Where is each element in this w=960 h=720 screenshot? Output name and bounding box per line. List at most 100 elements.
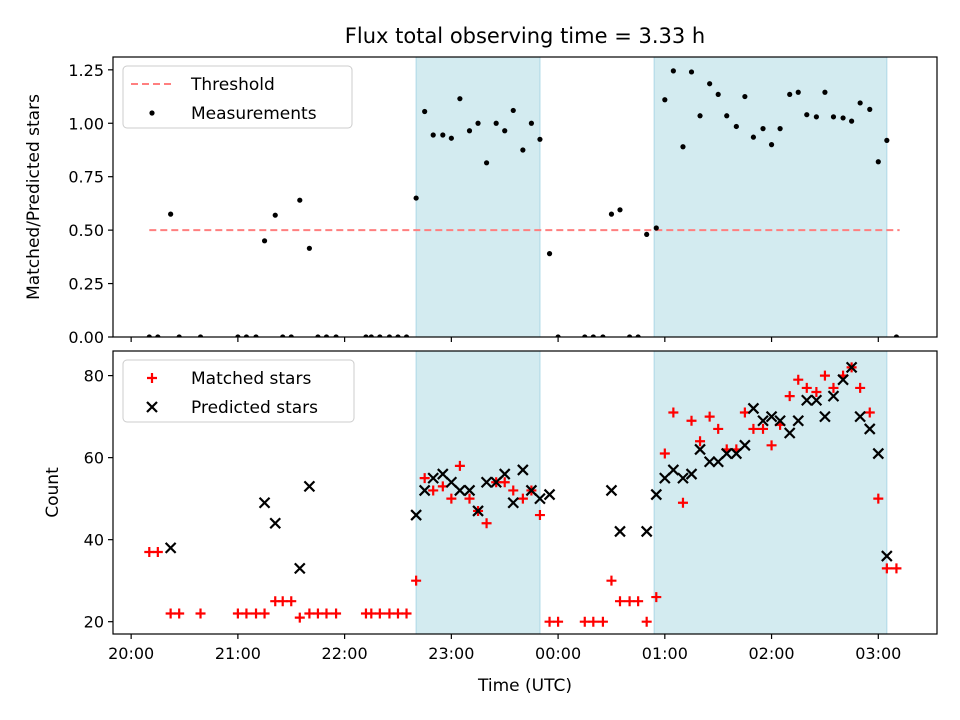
measurements-point-48 — [653, 225, 659, 231]
matched-stars-point-12 — [294, 612, 305, 623]
measurements-point-66 — [813, 114, 819, 120]
measurements-point-30 — [475, 120, 481, 126]
x-tick-label: 21:00 — [215, 644, 261, 663]
measurements-point-44 — [617, 207, 623, 213]
measurements-point-62 — [777, 126, 783, 132]
y-tick-label: 1.25 — [68, 61, 104, 80]
axes-frame — [112, 56, 938, 338]
matched-stars-point-11 — [286, 596, 297, 607]
measurements-point-46 — [635, 334, 641, 337]
measurements-point-71 — [857, 100, 863, 106]
matched-stars-point-19 — [374, 608, 385, 619]
legend-predicted-swatch — [146, 401, 158, 413]
measurements-point-0 — [146, 334, 152, 337]
measurements-point-73 — [875, 159, 881, 165]
predicted-stars-point-36 — [757, 414, 769, 427]
predicted-stars-point-15 — [498, 468, 511, 480]
predicted-stars-point-21 — [605, 484, 618, 497]
measurements-point-35 — [520, 147, 526, 153]
predicted-stars-point-0 — [164, 542, 177, 554]
legend-label: Measurements — [191, 104, 317, 124]
matched-stars-point-45 — [624, 596, 635, 607]
measurements-point-25 — [430, 132, 436, 138]
y-tick-label: 60 — [84, 449, 104, 468]
matched-stars-point-5 — [232, 608, 243, 619]
x-tick-label: 02:00 — [749, 644, 795, 663]
measurements-point-28 — [457, 96, 463, 102]
predicted-stars-point-4 — [303, 480, 316, 493]
measurements-point-51 — [680, 144, 686, 150]
measurements-point-24 — [422, 108, 428, 115]
predicted-stars-point-27 — [677, 472, 689, 484]
y-tick-label: 0.75 — [68, 168, 104, 187]
predicted-stars-point-13 — [480, 476, 493, 489]
measurements-point-29 — [466, 128, 473, 134]
matched-stars-point-41 — [588, 616, 599, 627]
matched-stars-point-8 — [259, 608, 270, 619]
matched-stars-point-31 — [481, 518, 492, 529]
measurements-point-8 — [261, 238, 268, 244]
x-tick-label: 22:00 — [322, 644, 368, 663]
y-tick-label: 0.50 — [68, 221, 104, 240]
predicted-stars-point-30 — [703, 455, 716, 468]
legend-measurements-swatch — [149, 110, 155, 116]
matched-stars-point-74 — [881, 563, 892, 574]
matched-stars-point-0 — [144, 546, 155, 557]
matched-stars-point-71 — [855, 382, 866, 393]
measurements-point-53 — [697, 113, 703, 119]
predicted-stars-point-20 — [543, 488, 556, 501]
legend: Threshold Measurements — [122, 65, 353, 129]
measurements-point-58 — [742, 93, 748, 100]
predicted-stars-point-29 — [694, 443, 706, 456]
measurements-point-15 — [323, 334, 330, 337]
y-tick-label: 0.00 — [68, 328, 104, 347]
predicted-stars-point-7 — [427, 472, 439, 484]
measurements-point-11 — [288, 334, 294, 337]
matched-stars-point-59 — [748, 423, 759, 434]
matched-stars-point-68 — [828, 382, 839, 393]
predicted-stars-point-5 — [410, 509, 422, 521]
measurements-point-14 — [315, 334, 321, 337]
predicted-stars-point-41 — [801, 394, 813, 406]
predicted-stars-point-37 — [765, 410, 778, 423]
measurements-point-40 — [582, 334, 588, 337]
x-axis-label: Time (UTC) — [477, 676, 572, 696]
y-tick-label: 80 — [84, 367, 104, 386]
matched-stars-point-44 — [614, 596, 625, 607]
matched-stars-point-54 — [704, 411, 715, 422]
ratio-panel: 0.00 0.25 0.50 0.75 1.00 1.25 Matched/Predicte… — [24, 56, 938, 347]
predicted-stars-point-22 — [614, 525, 626, 538]
measurements-point-9 — [272, 212, 278, 218]
predicted-stars-point-33 — [730, 447, 743, 460]
legend-box — [122, 65, 353, 129]
measurements-point-10 — [280, 334, 286, 337]
measurements-point-45 — [627, 334, 633, 337]
matched-stars-point-65 — [801, 382, 812, 393]
measurements-point-49 — [662, 97, 668, 103]
measurements-point-75 — [893, 334, 900, 337]
measurements-point-47 — [644, 231, 650, 238]
axes-frame — [112, 350, 938, 635]
matched-stars-point-29 — [464, 493, 475, 504]
predicted-stars-point-18 — [525, 484, 538, 497]
measurements-point-70 — [849, 118, 855, 124]
predicted-stars-point-48 — [863, 423, 876, 435]
predicted-stars-point-45 — [837, 373, 849, 386]
measurements-point-6 — [243, 334, 250, 337]
matched-stars-point-75 — [891, 563, 902, 574]
legend-matched-swatch — [147, 373, 157, 383]
matched-stars-point-10 — [277, 596, 288, 607]
measurements-point-67 — [822, 89, 828, 95]
y-axis-label: Matched/Predicted stars — [24, 94, 44, 300]
shaded-region-2 — [653, 56, 888, 338]
predicted-stars-point-49 — [872, 447, 885, 460]
matched-stars-point-63 — [784, 391, 795, 402]
matched-stars-point-48 — [651, 592, 662, 603]
measurements-point-13 — [306, 245, 312, 251]
measurements-point-68 — [830, 114, 837, 120]
predicted-stars-point-50 — [881, 550, 893, 562]
plot-area — [144, 361, 902, 627]
predicted-stars-point-44 — [827, 390, 840, 402]
measurements-point-2 — [168, 211, 174, 217]
measurements-point-12 — [297, 197, 303, 203]
